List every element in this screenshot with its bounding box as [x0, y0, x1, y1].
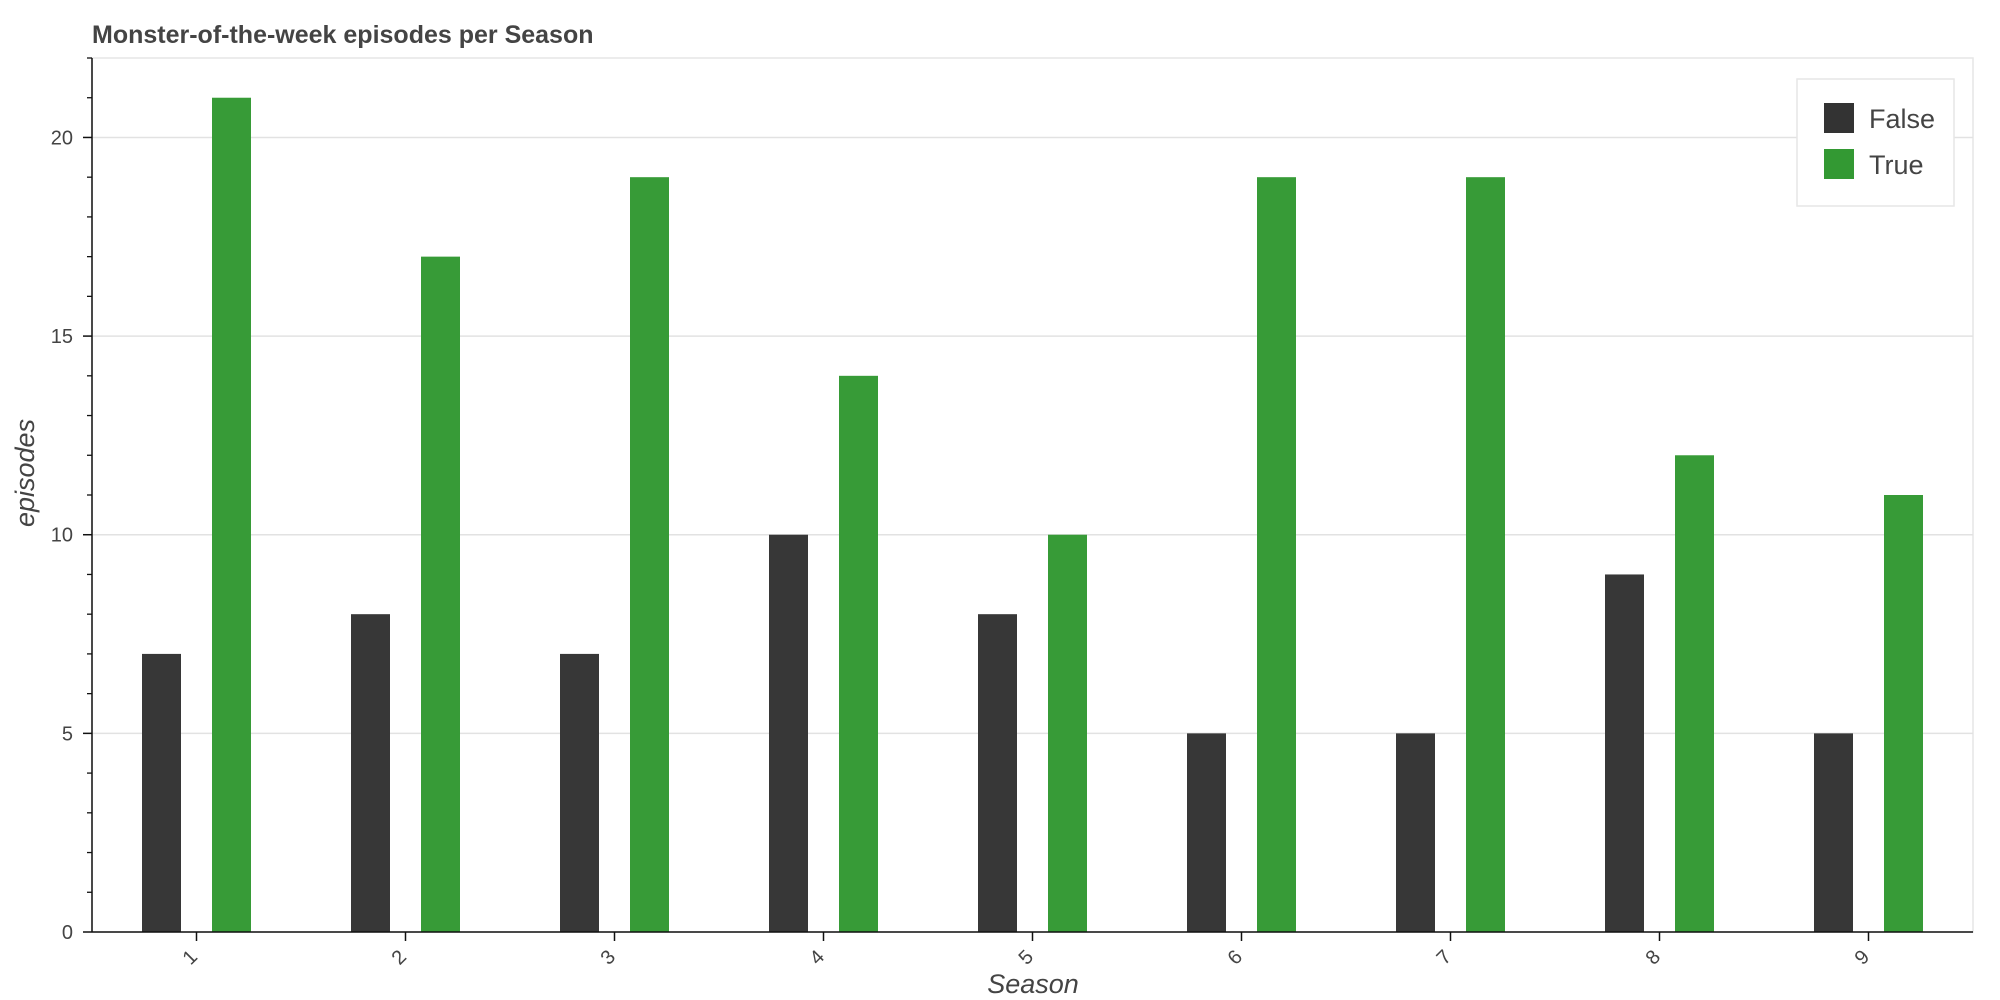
- x-tick-label: 7: [1433, 946, 1456, 969]
- legend-box: [1796, 78, 1955, 207]
- x-tick-label: 8: [1642, 946, 1665, 969]
- bar-series-false-season-5: [978, 614, 1017, 932]
- bar-series-false-season-8: [1605, 574, 1644, 932]
- bar-series-true-season-8: [1675, 455, 1714, 932]
- x-tick-label: 4: [806, 946, 829, 969]
- bar-series-false-season-2: [351, 614, 390, 932]
- bar-series-false-season-3: [560, 653, 599, 932]
- bar-series-true-season-3: [630, 177, 669, 932]
- x-tick-label: 2: [388, 946, 411, 969]
- x-tick-label: 5: [1015, 946, 1038, 969]
- legend-label-false: False: [1869, 104, 1935, 134]
- bar-series-false-season-4: [769, 534, 808, 932]
- x-axis-label: Season: [987, 969, 1079, 999]
- bar-series-false-season-7: [1396, 733, 1435, 932]
- x-tick-label: 1: [179, 946, 202, 969]
- legend-label-true: True: [1869, 150, 1924, 180]
- y-tick-label: 0: [62, 922, 73, 944]
- bar-series-false-season-9: [1814, 733, 1853, 932]
- chart-title: Monster-of-the-week episodes per Season: [92, 21, 594, 49]
- x-tick-label: 6: [1224, 946, 1247, 969]
- bar-series-true-season-1: [212, 97, 251, 932]
- x-tick-label: 3: [597, 946, 620, 969]
- bar-series-false-season-1: [142, 653, 181, 932]
- bar-series-true-season-9: [1884, 495, 1923, 932]
- y-tick-label: 5: [62, 723, 73, 745]
- bar-series-true-season-7: [1466, 177, 1505, 932]
- y-axis-label: episodes: [10, 419, 40, 527]
- legend-swatch-true: [1824, 149, 1854, 179]
- x-tick-label: 9: [1851, 946, 1874, 969]
- y-tick-label: 10: [51, 525, 73, 547]
- bar-series-true-season-4: [839, 375, 878, 932]
- legend: False True: [1796, 78, 1955, 207]
- bar-series-true-season-6: [1257, 177, 1296, 932]
- bar-series-false-season-6: [1187, 733, 1226, 932]
- legend-swatch-false: [1824, 103, 1854, 133]
- y-tick-label: 15: [51, 326, 73, 348]
- bar-series-true-season-5: [1048, 534, 1087, 932]
- y-tick-label: 20: [51, 127, 73, 149]
- plot-area: 0 5 10 15 20 1 2 3 4 5 6 7 8 9: [51, 57, 1974, 969]
- bar-series-true-season-2: [421, 256, 460, 932]
